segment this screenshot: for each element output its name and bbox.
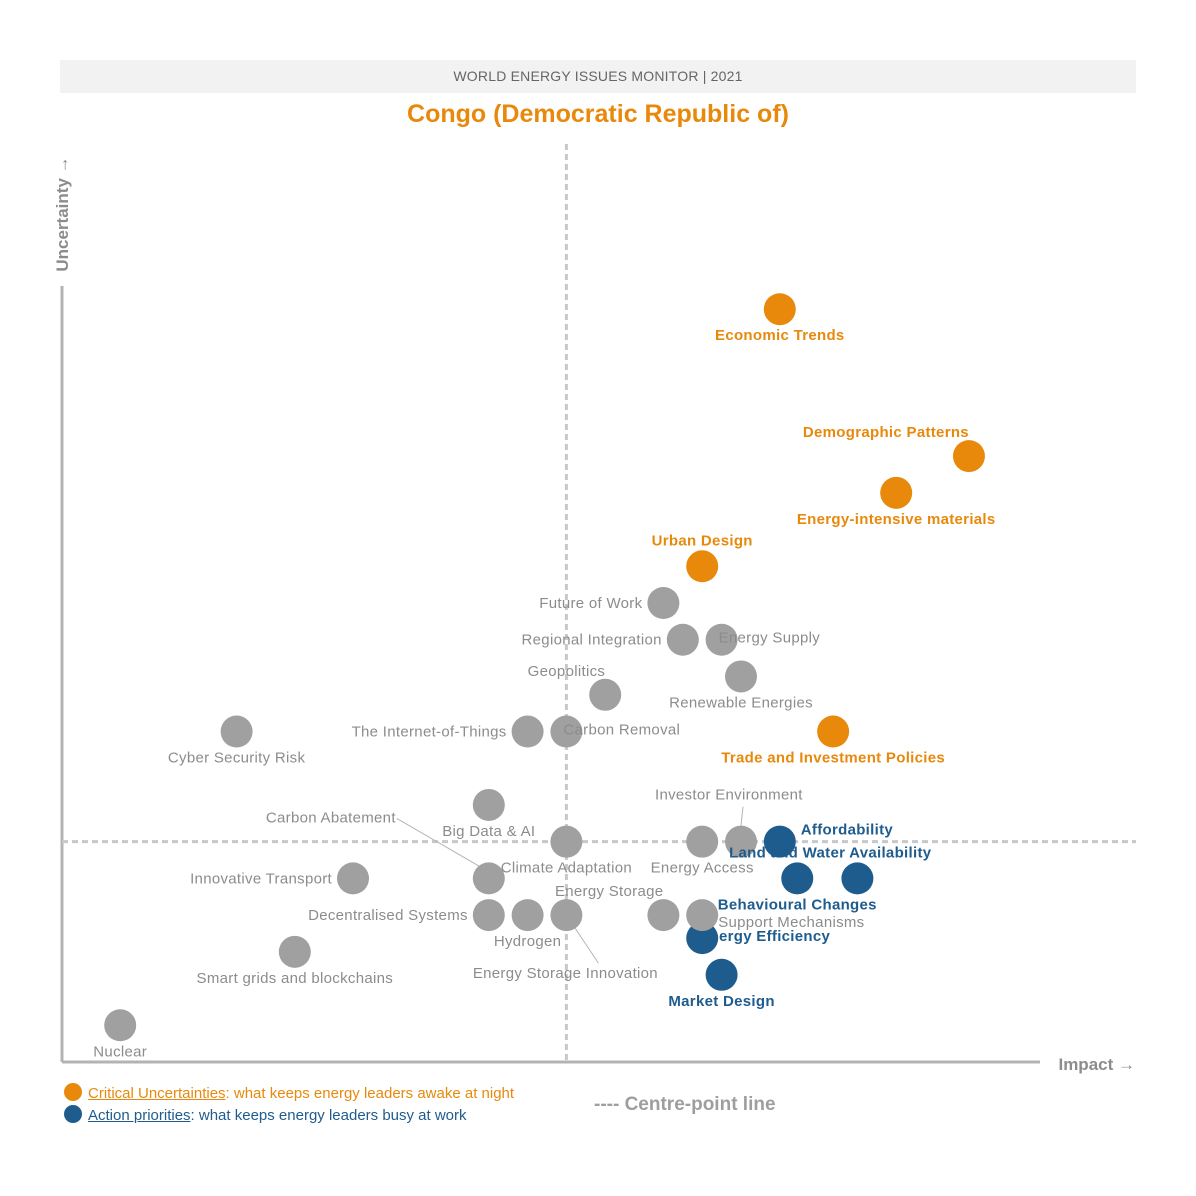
label-behavioural-changes: Behavioural Changes (718, 896, 877, 913)
label-energy-intensive-materials: Energy-intensive materials (797, 511, 996, 528)
label-future-of-work: Future of Work (539, 595, 642, 612)
point-urban-design (686, 550, 719, 583)
centre-point-line-note: ---- Centre-point line (594, 1094, 776, 1115)
label-nuclear: Nuclear (93, 1043, 147, 1060)
issue-labels: Economic Trends Demographic Patterns Energ… (93, 327, 995, 1060)
legend-critical-desc: : what keeps energy leaders awake at nig… (225, 1085, 515, 1102)
label-energy-storage-innovation: Energy Storage Innovation (473, 965, 658, 982)
label-renewable-energies: Renewable Energies (669, 694, 813, 711)
chart-axes: Uncertainty → Impact → (53, 156, 1135, 1074)
legend-action-label: Action priorities (88, 1107, 191, 1124)
label-cyber-security-risk: Cyber Security Risk (168, 750, 306, 767)
legend-critical: Critical Uncertainties: what keeps energ… (64, 1083, 514, 1102)
point-carbon-removal (550, 715, 583, 748)
leader-carbon-abatement (396, 817, 486, 870)
label-affordability: Affordability (801, 822, 894, 839)
label-investor-environment: Investor Environment (655, 787, 803, 804)
point-nuclear (104, 1009, 137, 1042)
point-trade-and-investment-policies (817, 715, 850, 748)
point-market-design (705, 958, 738, 991)
point-investor-environment (725, 825, 757, 858)
point-regional-integration (666, 623, 699, 656)
point-energy-storage-innovation (550, 899, 583, 932)
point-carbon-abatement (472, 862, 505, 895)
label-decentralised-systems: Decentralised Systems (308, 907, 468, 924)
point-behavioural-changes (781, 862, 814, 895)
report-banner: WORLD ENERGY ISSUES MONITOR | 2021 (60, 60, 1136, 93)
point-renewable-energies (725, 660, 757, 693)
point-future-of-work (647, 587, 680, 619)
label-urban-design: Urban Design (652, 532, 753, 549)
label-carbon-abatement: Carbon Abatement (266, 809, 396, 826)
point-affordability (763, 825, 796, 858)
label-land-and-water-availability: Land and Water Availability (729, 844, 932, 861)
legend-action-dot (64, 1105, 82, 1123)
label-geopolitics: Geopolitics (528, 663, 606, 680)
label-leader-lines (396, 806, 744, 964)
legend-action-desc: : what keeps energy leaders busy at work (190, 1107, 467, 1124)
leader-energy-storage-innovation (573, 926, 599, 964)
label-regional-integration: Regional Integration (522, 632, 662, 649)
label-demographic-patterns: Demographic Patterns (803, 424, 969, 441)
label-energy-access: Energy Access (651, 860, 754, 877)
legend-critical-dot (64, 1083, 82, 1101)
point-energy-storage (647, 899, 680, 932)
point-geopolitics (589, 678, 622, 711)
x-axis-label: Impact → (1058, 1055, 1135, 1074)
label-energy-storage: Energy Storage (555, 883, 663, 900)
point-cyber-security-risk (220, 715, 253, 748)
issue-points (104, 293, 985, 1042)
leader-investor-environment (740, 806, 744, 826)
point-the-internet-of-things (511, 715, 544, 748)
legend-critical-label: Critical Uncertainties (88, 1085, 226, 1102)
point-climate-adaptation (550, 825, 583, 858)
point-energy-access (686, 825, 719, 858)
point-land-and-water-availability (841, 862, 874, 895)
label-support-mechanisms: Support Mechanisms (718, 914, 864, 931)
chart-title: Congo (Democratic Republic of) (407, 100, 789, 128)
legend-action: Action priorities: what keeps energy lea… (64, 1105, 467, 1124)
label-energy-efficiency: Energy Efficiency (699, 928, 830, 945)
point-demographic-patterns (952, 440, 985, 473)
label-market-design: Market Design (668, 993, 774, 1010)
point-economic-trends (763, 293, 796, 326)
point-smart-grids-and-blockchains (278, 935, 311, 968)
label-big-data-and-ai: Big Data & AI (442, 823, 535, 840)
label-economic-trends: Economic Trends (715, 327, 845, 344)
label-the-internet-of-things: The Internet-of-Things (352, 724, 507, 741)
label-innovative-transport: Innovative Transport (190, 870, 332, 887)
point-support-mechanisms (686, 899, 719, 932)
label-hydrogen: Hydrogen (494, 933, 561, 950)
point-big-data-and-ai (472, 788, 505, 821)
point-innovative-transport (337, 862, 369, 895)
point-decentralised-systems (472, 899, 505, 932)
label-smart-grids-and-blockchains: Smart grids and blockchains (197, 970, 394, 987)
point-hydrogen (511, 899, 544, 932)
label-energy-supply: Energy Supply (719, 630, 821, 647)
point-energy-supply (705, 623, 738, 656)
point-energy-efficiency (686, 922, 719, 955)
y-axis-label: Uncertainty → (53, 156, 72, 271)
label-climate-adaptation: Climate Adaptation (501, 860, 632, 877)
label-carbon-removal: Carbon Removal (563, 722, 680, 739)
point-energy-intensive-materials (880, 476, 913, 509)
label-trade-and-investment-policies: Trade and Investment Policies (721, 750, 945, 767)
